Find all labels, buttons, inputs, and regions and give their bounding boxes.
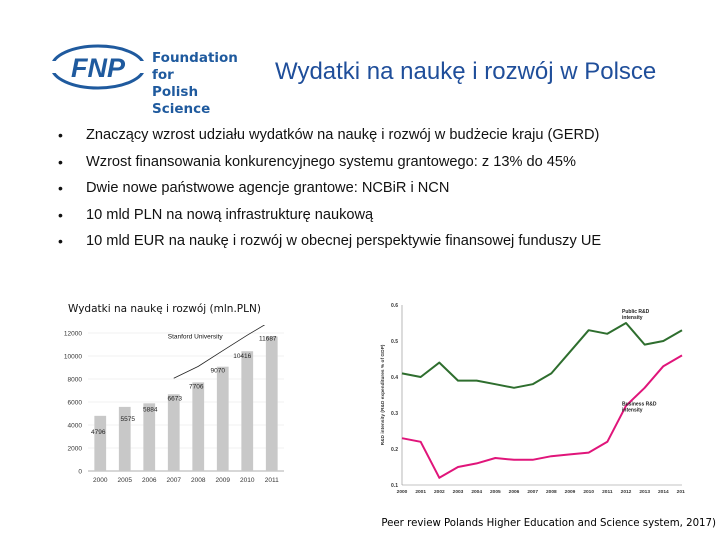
y-tick-label: 6000 — [68, 400, 83, 407]
x-tick-label: 2005 — [490, 489, 501, 495]
x-tick-label: 2010 — [240, 477, 255, 484]
bullet-dot: • — [58, 180, 63, 196]
bullet-item: • Dwie nowe państwowe agencje grantowe: N… — [58, 179, 718, 206]
y-tick-label: 4000 — [68, 423, 83, 430]
bar — [167, 394, 180, 471]
bar-data-label: 6673 — [168, 395, 183, 402]
fnp-logo-mark: FNP — [50, 44, 146, 90]
bar-data-label: 7706 — [189, 383, 204, 390]
y-tick-label: 2000 — [68, 446, 83, 453]
x-tick-label: 2014 — [658, 489, 669, 495]
x-tick-label: 2008 — [546, 489, 557, 495]
x-tick-label: 2007 — [167, 477, 182, 484]
svg-text:FNP: FNP — [71, 53, 126, 83]
bar-data-label: 5884 — [143, 406, 158, 413]
bullet-dot: • — [58, 153, 63, 170]
y-tick-label: 12000 — [64, 331, 82, 338]
x-tick-label: 2013 — [639, 489, 650, 495]
x-tick-label: 2009 — [565, 489, 576, 495]
series-label: intensity — [622, 407, 643, 413]
x-tick-label: 2012 — [621, 489, 632, 495]
bar — [94, 415, 107, 471]
bar — [216, 366, 229, 471]
x-tick-label: 2004 — [471, 489, 482, 495]
series-label: intensity — [622, 315, 643, 321]
y-tick-label: 8000 — [68, 377, 83, 384]
series-label: Public R&D — [622, 309, 650, 315]
y-tick-label: 0.3 — [391, 411, 398, 417]
bullet-item: • 10 mld EUR na naukę i rozwój w obecnej … — [58, 232, 718, 259]
rd-intensity-line-chart: 0.1 0.2 0.3 0.4 0.5 0.6 2000 2001 2002 2003 2004 20… — [380, 303, 685, 495]
bar-data-label: 4796 — [91, 429, 106, 436]
x-tick-label: 2015 — [677, 489, 685, 495]
y-tick-label: 0.6 — [391, 303, 398, 309]
bar-data-label: 9070 — [211, 368, 226, 375]
bar — [241, 351, 254, 471]
y-tick-label: 0.1 — [391, 483, 398, 489]
series-label: Business R&D — [622, 401, 657, 407]
bullet-text: Znaczący wzrost udziału wydatków na nauk… — [86, 127, 600, 143]
bullet-dot: • — [58, 233, 63, 249]
x-tick-label: 2001 — [415, 489, 426, 495]
bullet-text: Wzrost finansowania konkurencyjnego syst… — [86, 153, 576, 170]
bullet-dot: • — [58, 127, 63, 143]
y-tick-label: 0.4 — [391, 375, 398, 381]
logo-wordmark: Foundation for Polish Science — [152, 50, 250, 118]
bullet-item: • 10 mld PLN na nową infrastrukturę nauko… — [58, 206, 718, 233]
bar — [118, 406, 131, 471]
slide-title: Wydatki na naukę i rozwój w Polsce — [275, 58, 657, 85]
y-tick-label: 0.5 — [391, 339, 398, 345]
x-tick-label: 2007 — [527, 489, 538, 495]
y-tick-label: 10000 — [64, 354, 82, 361]
chart-annotation: Stanford University — [168, 334, 224, 341]
x-tick-label: 2000 — [93, 477, 108, 484]
trend-line — [173, 325, 266, 379]
x-tick-label: 2005 — [118, 477, 133, 484]
x-tick-label: 2000 — [397, 489, 408, 495]
x-tick-label: 2006 — [509, 489, 520, 495]
logo-line-2: Polish Science — [152, 84, 211, 117]
y-axis-label: R&D intensity (R&D expenditures % of GDP… — [380, 344, 386, 445]
x-tick-label: 2006 — [142, 477, 157, 484]
bullet-dot: • — [58, 206, 63, 223]
source-citation: Peer review Polands Higher Education and… — [381, 518, 716, 529]
logo-line-1: Foundation for — [152, 50, 238, 83]
x-tick-label: 2011 — [602, 489, 613, 495]
bullet-list: • Znaczący wzrost udziału wydatków na nau… — [58, 126, 718, 259]
fnp-logo: FNP Foundation for Polish Science — [50, 44, 250, 117]
x-tick-label: 2008 — [191, 477, 206, 484]
x-tick-label: 2002 — [434, 489, 445, 495]
bar-data-label: 10416 — [233, 353, 251, 360]
public-rd-line — [401, 322, 683, 389]
y-tick-label: 0.2 — [391, 447, 398, 453]
x-tick-label: 2010 — [583, 489, 594, 495]
chart-caption: Wydatki na naukę i rozwój (mln.PLN) — [68, 303, 261, 315]
bar-data-label: 5575 — [121, 416, 136, 423]
bullet-item: • Znaczący wzrost udziału wydatków na nau… — [58, 126, 718, 153]
rd-spending-bar-chart: 0 2000 4000 6000 8000 10000 12000 2000 2005 2006 2… — [64, 325, 284, 484]
bullet-text: 10 mld PLN na nową infrastrukturę naukow… — [86, 206, 374, 223]
y-tick-label: 0 — [78, 469, 82, 476]
bullet-text: 10 mld EUR na naukę i rozwój w obecnej p… — [86, 233, 602, 249]
x-tick-label: 2009 — [216, 477, 231, 484]
bar — [143, 403, 156, 471]
bar — [265, 336, 278, 471]
bar — [192, 382, 205, 471]
bullet-item: • Wzrost finansowania konkurencyjnego sys… — [58, 153, 718, 180]
x-tick-label: 2011 — [265, 477, 279, 484]
bullet-text: Dwie nowe państwowe agencje grantowe: NC… — [86, 180, 450, 196]
x-tick-label: 2003 — [453, 489, 464, 495]
bar-data-label: 11687 — [259, 336, 277, 343]
business-rd-line — [401, 354, 683, 479]
